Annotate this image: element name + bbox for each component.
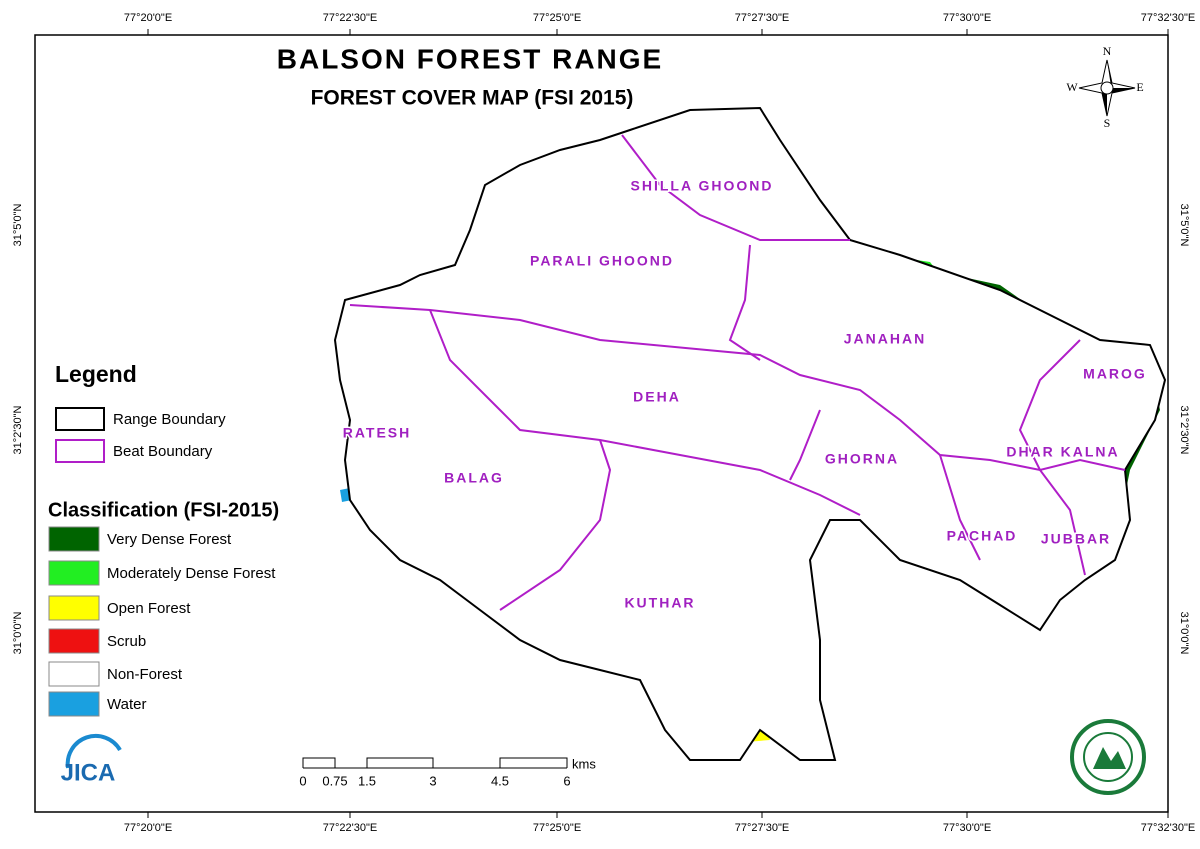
longitude-label: 77°27'30"E [735,12,789,24]
longitude-label: 77°32'30"E [1141,12,1195,24]
longitude-label: 77°32'30"E [1141,822,1195,834]
legend-swatch [48,560,100,586]
legend-title: Legend [55,361,137,387]
map-subtitle: FOREST COVER MAP (FSI 2015) [311,87,634,110]
legend-label: Water [107,696,146,713]
latitude-label: 31°0'0"N [12,612,24,655]
jica-text: JICA [61,759,116,786]
legend-label: Moderately Dense Forest [107,565,276,582]
jica-logo: JICA [61,733,122,786]
beat-line [621,134,850,241]
scale-label: 0.75 [322,773,347,788]
beat-label: JUBBAR [1041,531,1111,547]
scale-label: 1.5 [358,773,376,788]
latitude-label: 31°5'0"N [12,204,24,247]
scale-label: 0 [299,773,306,788]
beat-line [789,409,821,481]
department-emblem [1070,719,1146,795]
scale-label: 4.5 [491,773,509,788]
compass-letter: N [1103,44,1112,58]
legend-label: Open Forest [107,600,191,617]
latitude-label: 31°2'30"N [12,405,24,454]
beat-label: MAROG [1083,366,1147,382]
scale-segment [499,757,568,768]
beat-line [728,244,761,361]
beat-label: DHAR KALNA [1006,444,1119,460]
legend-swatch [55,439,105,463]
beat-label: RATESH [343,425,412,441]
longitude-label: 77°22'30"E [323,822,377,834]
beat-line [1018,339,1086,576]
longitude-label: 77°20'0"E [124,822,172,834]
longitude-label: 77°25'0"E [533,12,581,24]
latitude-label: 31°5'0"N [1178,204,1190,247]
longitude-label: 77°20'0"E [124,12,172,24]
legend-label: Non-Forest [107,666,183,683]
latitude-label: 31°0'0"N [1178,612,1190,655]
scale-unit: kms [572,756,596,771]
classification-title: Classification (FSI-2015) [48,499,279,521]
beat-label: KUTHAR [624,595,695,611]
latitude-label: 31°2'30"N [1178,406,1190,455]
beat-label: GHORNA [825,451,899,467]
beat-label: PACHAD [947,528,1018,544]
longitude-label: 77°22'30"E [323,12,377,24]
compass-letter: S [1104,116,1111,130]
beat-label: SHILLA GHOOND [631,178,774,194]
legend-label: Beat Boundary [113,443,213,460]
beat-label: JANAHAN [844,331,926,347]
beat-label: DEHA [633,389,681,405]
beat-boundaries [349,134,1126,611]
legend-swatch [48,661,100,687]
legend-swatch [48,595,100,621]
scale-label: 6 [563,773,570,788]
longitude-label: 77°25'0"E [533,822,581,834]
compass-letter: E [1136,80,1143,94]
legend-swatch [48,526,100,552]
legend-label: Range Boundary [113,411,226,428]
beat-line [499,439,612,611]
legend-swatch [48,691,100,717]
beat-line [939,454,981,561]
scale-segment [366,757,434,768]
longitude-label: 77°30'0"E [943,822,991,834]
legend-label: Very Dense Forest [107,531,232,548]
north-arrow [1078,59,1136,117]
legend-swatch [48,628,100,654]
longitude-label: 77°30'0"E [943,12,991,24]
scale-segment [302,757,336,768]
legend-swatch [55,407,105,431]
scale-label: 3 [429,773,436,788]
beat-label: PARALI GHOOND [530,253,674,269]
map-title: BALSON FOREST RANGE [277,43,663,74]
compass-letter: W [1066,80,1078,94]
longitude-label: 77°27'30"E [735,822,789,834]
forest-cover [334,107,1166,761]
beat-label: BALAG [444,470,504,486]
legend-label: Scrub [107,633,146,650]
